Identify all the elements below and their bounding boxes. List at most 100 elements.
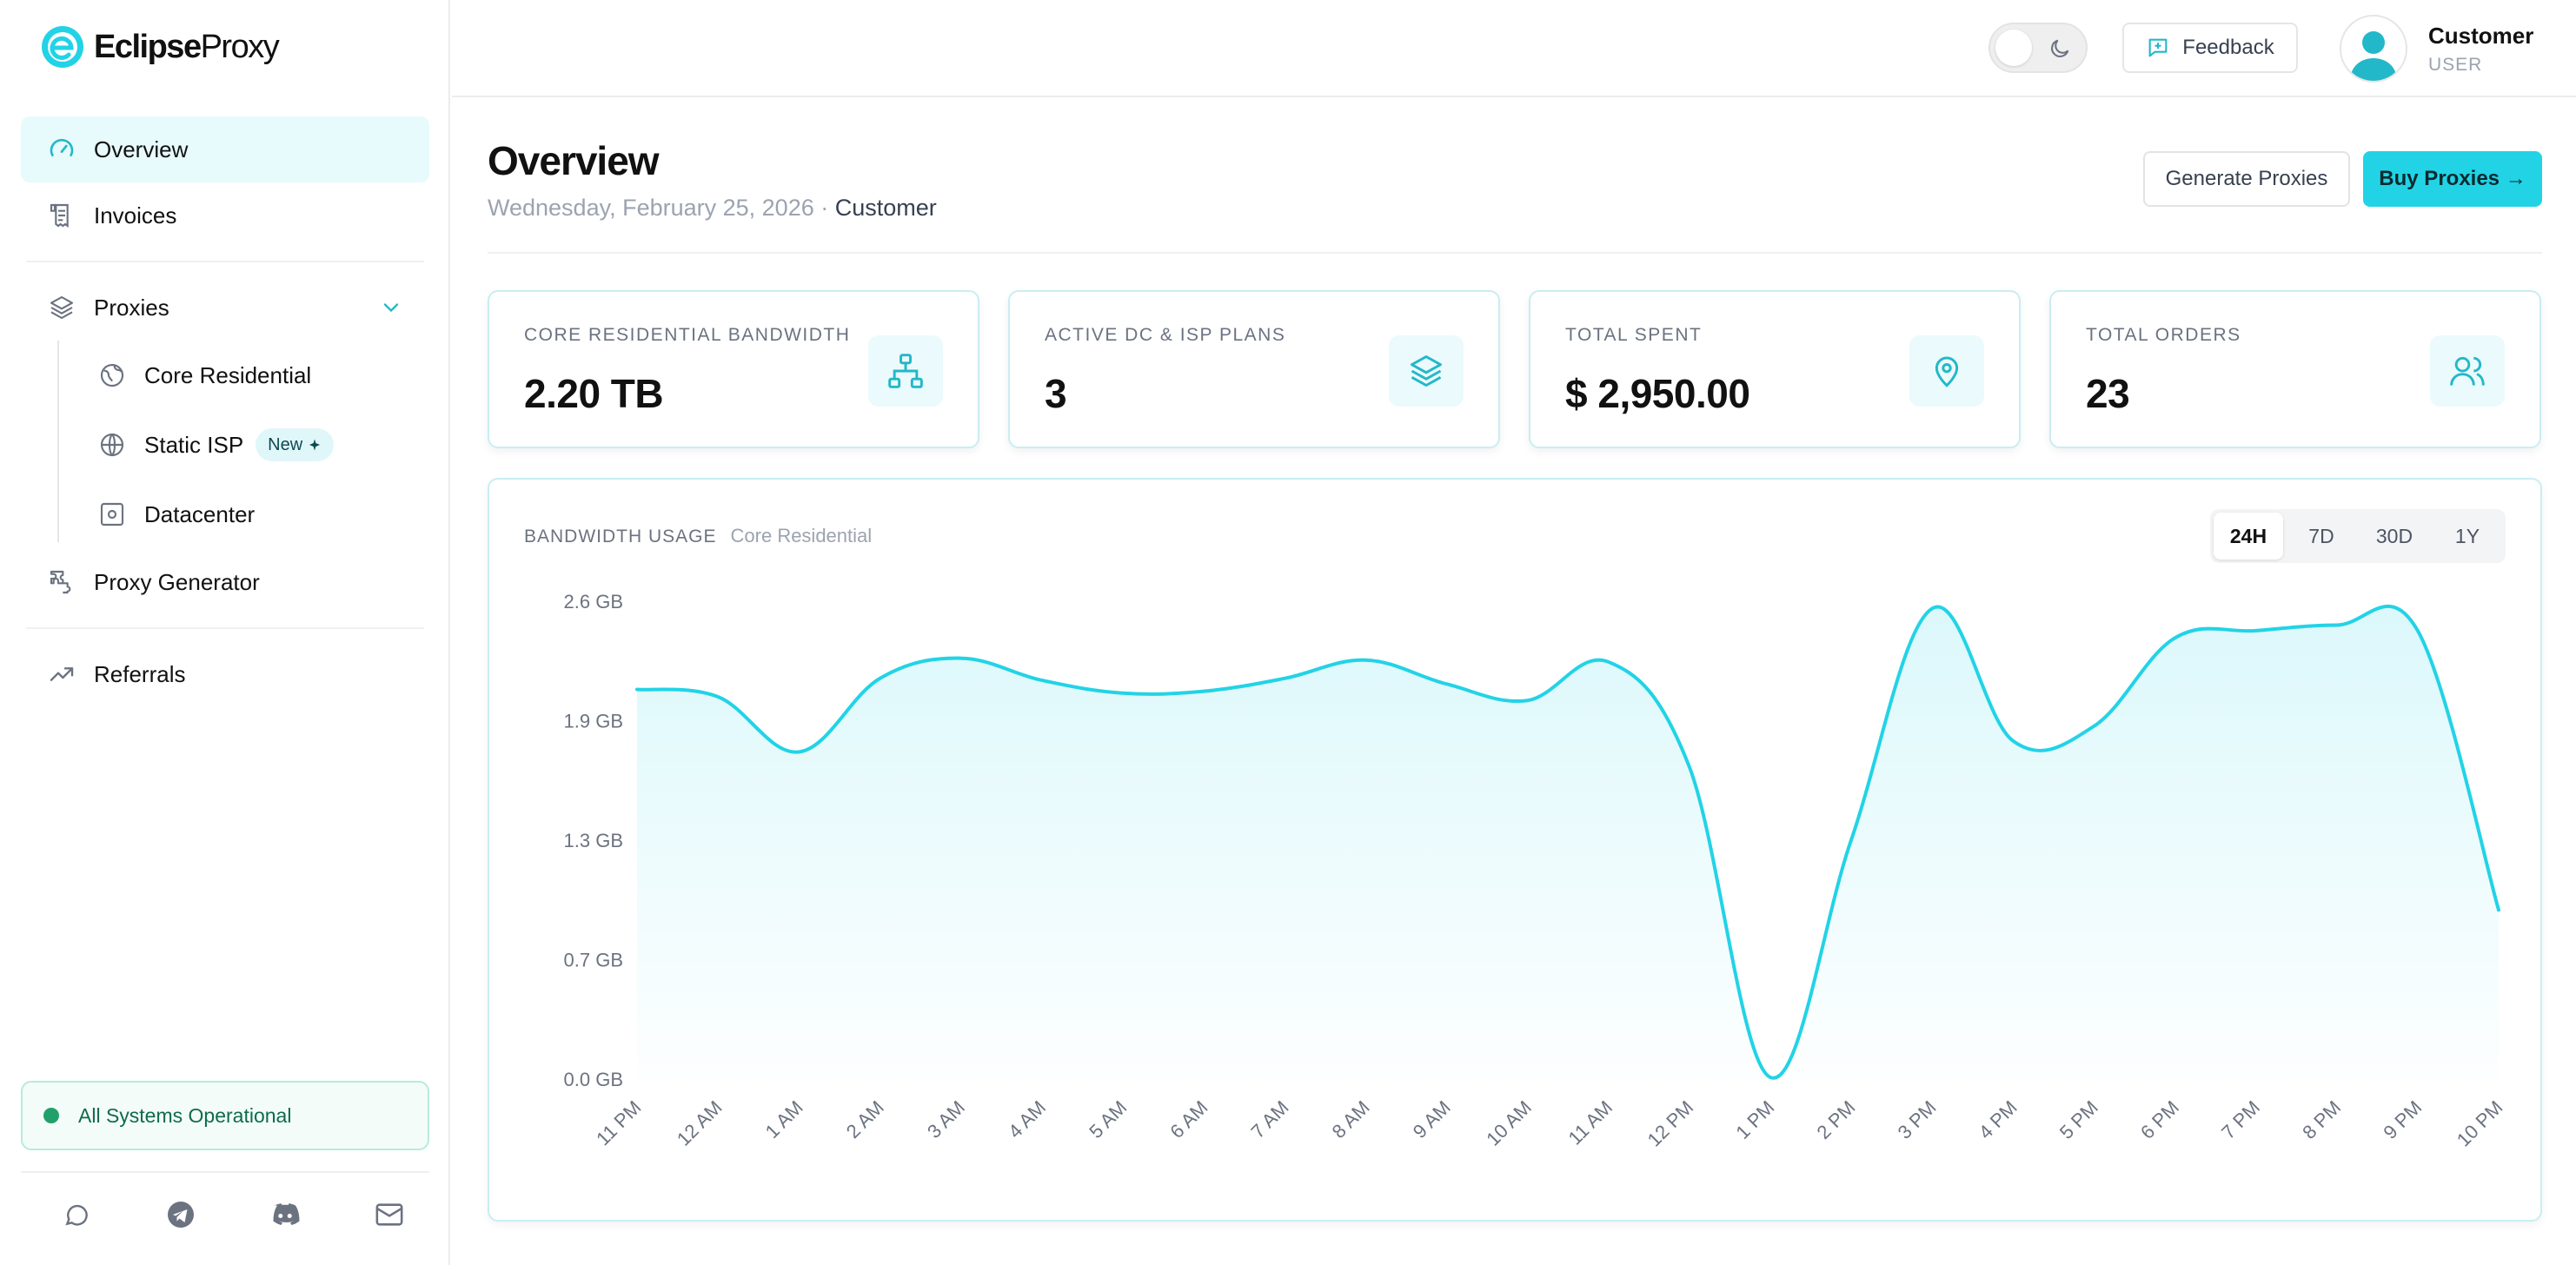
sidebar-item-label: Proxy Generator	[94, 568, 260, 595]
avatar	[2340, 15, 2407, 83]
nav-divider	[26, 627, 424, 629]
data-point[interactable]	[1360, 655, 1371, 666]
status-dot	[43, 1108, 59, 1123]
feedback-button[interactable]: Feedback	[2122, 23, 2298, 73]
x-tick-label: 12 AM	[673, 1096, 727, 1150]
stat-label: Total Spent	[1565, 325, 1703, 345]
globe-icon	[97, 430, 127, 460]
range-24h[interactable]: 24H	[2214, 513, 2283, 560]
y-tick-label: 2.6 GB	[564, 591, 623, 613]
data-point[interactable]	[1118, 688, 1128, 699]
data-point[interactable]	[1279, 673, 1290, 684]
telegram-icon[interactable]	[155, 1197, 207, 1232]
stat-label: Total Orders	[2086, 325, 2241, 345]
range-selector: 24H 7D 30D 1Y	[2210, 509, 2506, 563]
x-tick-label: 7 PM	[2217, 1096, 2264, 1143]
data-point[interactable]	[1037, 675, 1047, 685]
users-icon	[2430, 335, 2505, 407]
moon-icon	[2051, 39, 2069, 57]
user-menu[interactable]: Customer USER	[2340, 14, 2533, 83]
network-icon	[868, 335, 943, 407]
range-1y[interactable]: 1Y	[2454, 524, 2480, 547]
data-point[interactable]	[1765, 1072, 1776, 1083]
sidebar-item-referrals[interactable]: Referrals	[21, 641, 429, 707]
chat-icon[interactable]	[50, 1197, 103, 1232]
data-point[interactable]	[1522, 695, 1532, 705]
data-point[interactable]	[2008, 736, 2018, 746]
data-point[interactable]	[1603, 657, 1614, 667]
y-tick-label: 1.9 GB	[564, 711, 623, 732]
page-subtitle: Wednesday, February 25, 2026 · Customer	[488, 195, 937, 221]
theme-toggle[interactable]	[1988, 23, 2088, 73]
chevron-down-icon[interactable]	[379, 295, 403, 320]
mail-icon[interactable]	[363, 1197, 415, 1232]
proxies-submenu: Core Residential Static ISP New Datacent…	[57, 341, 429, 549]
bandwidth-chart[interactable]: 0.0 GB 0.7 GB 1.3 GB 1.9 GB 2.6 GB 11 PM 12 A…	[489, 480, 2544, 1223]
x-tick-label: 11 PM	[592, 1096, 645, 1149]
sidebar-item-proxy-generator[interactable]: Proxy Generator	[21, 549, 429, 615]
chart-header: Bandwidth Usage Core Residential	[524, 525, 872, 547]
top-bar: Feedback Customer USER	[452, 0, 2576, 97]
data-point[interactable]	[2088, 721, 2099, 732]
x-tick-label: 9 PM	[2379, 1096, 2426, 1143]
x-tick-label: 5 AM	[1085, 1096, 1131, 1142]
x-tick-label: 1 PM	[1731, 1096, 1778, 1143]
system-status[interactable]: All Systems Operational	[21, 1081, 429, 1150]
x-tick-label: 8 PM	[2298, 1096, 2345, 1143]
chart-subtitle: Core Residential	[730, 525, 873, 546]
buy-proxies-button[interactable]: Buy Proxies →	[2363, 151, 2542, 207]
data-point[interactable]	[1441, 679, 1451, 689]
sidebar: EclipseProxy Overview Invoices Proxies	[0, 0, 450, 1265]
sidebar-item-label: Core Residential	[144, 361, 312, 388]
user-name: Customer	[2428, 22, 2534, 49]
gauge-icon	[47, 135, 76, 164]
stat-value: 3	[1045, 371, 1067, 416]
x-tick-label: 10 PM	[2453, 1096, 2507, 1151]
x-tick-label: 3 AM	[923, 1096, 969, 1142]
brand-logo[interactable]: EclipseProxy	[40, 23, 280, 71]
sidebar-item-overview[interactable]: Overview	[21, 116, 429, 182]
stat-card-spent: Total Spent $ 2,950.00	[1529, 290, 2021, 448]
range-7d[interactable]: 7D	[2308, 524, 2334, 547]
data-point[interactable]	[632, 685, 642, 695]
discord-icon[interactable]	[259, 1197, 311, 1232]
sidebar-item-static-isp[interactable]: Static ISP New	[57, 410, 429, 480]
data-point[interactable]	[793, 746, 804, 757]
sidebar-item-datacenter[interactable]: Datacenter	[57, 480, 429, 549]
status-text: All Systems Operational	[78, 1103, 292, 1127]
data-point[interactable]	[2413, 626, 2423, 636]
stat-value: 23	[2086, 371, 2130, 416]
x-tick-label: 2 AM	[842, 1096, 888, 1142]
data-point[interactable]	[1198, 686, 1209, 697]
data-point[interactable]	[713, 692, 723, 702]
y-tick-label: 0.0 GB	[564, 1069, 623, 1090]
generate-proxies-button[interactable]: Generate Proxies	[2143, 151, 2350, 207]
sidebar-item-invoices[interactable]: Invoices	[21, 182, 429, 248]
sidebar-nav: Overview Invoices Proxies Core Residenti…	[21, 116, 429, 707]
data-point[interactable]	[956, 653, 966, 664]
data-point[interactable]	[1846, 835, 1856, 845]
data-point[interactable]	[874, 673, 885, 684]
series-area	[637, 606, 2499, 1079]
data-point[interactable]	[2332, 620, 2342, 631]
x-tick-label: 10 AM	[1482, 1096, 1536, 1150]
user-role: USER	[2428, 54, 2483, 75]
sidebar-item-core-residential[interactable]: Core Residential	[57, 341, 429, 410]
range-30d[interactable]: 30D	[2375, 524, 2413, 547]
data-point[interactable]	[2169, 632, 2180, 643]
data-point[interactable]	[2251, 626, 2261, 636]
stat-card-plans: Active DC & ISP Plans 3	[1008, 290, 1500, 448]
sidebar-item-proxies[interactable]: Proxies	[21, 275, 429, 341]
x-tick-label: 8 AM	[1328, 1096, 1374, 1142]
nav-divider	[26, 261, 424, 262]
stat-card-orders: Total Orders 23	[2049, 290, 2541, 448]
brand-name: EclipseProxy	[94, 28, 280, 65]
toggle-knob	[1995, 30, 2032, 66]
x-tick-label: 9 AM	[1409, 1096, 1455, 1142]
data-point[interactable]	[2493, 904, 2504, 915]
data-point[interactable]	[1684, 761, 1695, 772]
globe-outline-icon	[97, 361, 127, 390]
data-point[interactable]	[1927, 603, 1937, 613]
server-icon	[97, 500, 127, 529]
stat-value: $ 2,950.00	[1565, 371, 1750, 416]
